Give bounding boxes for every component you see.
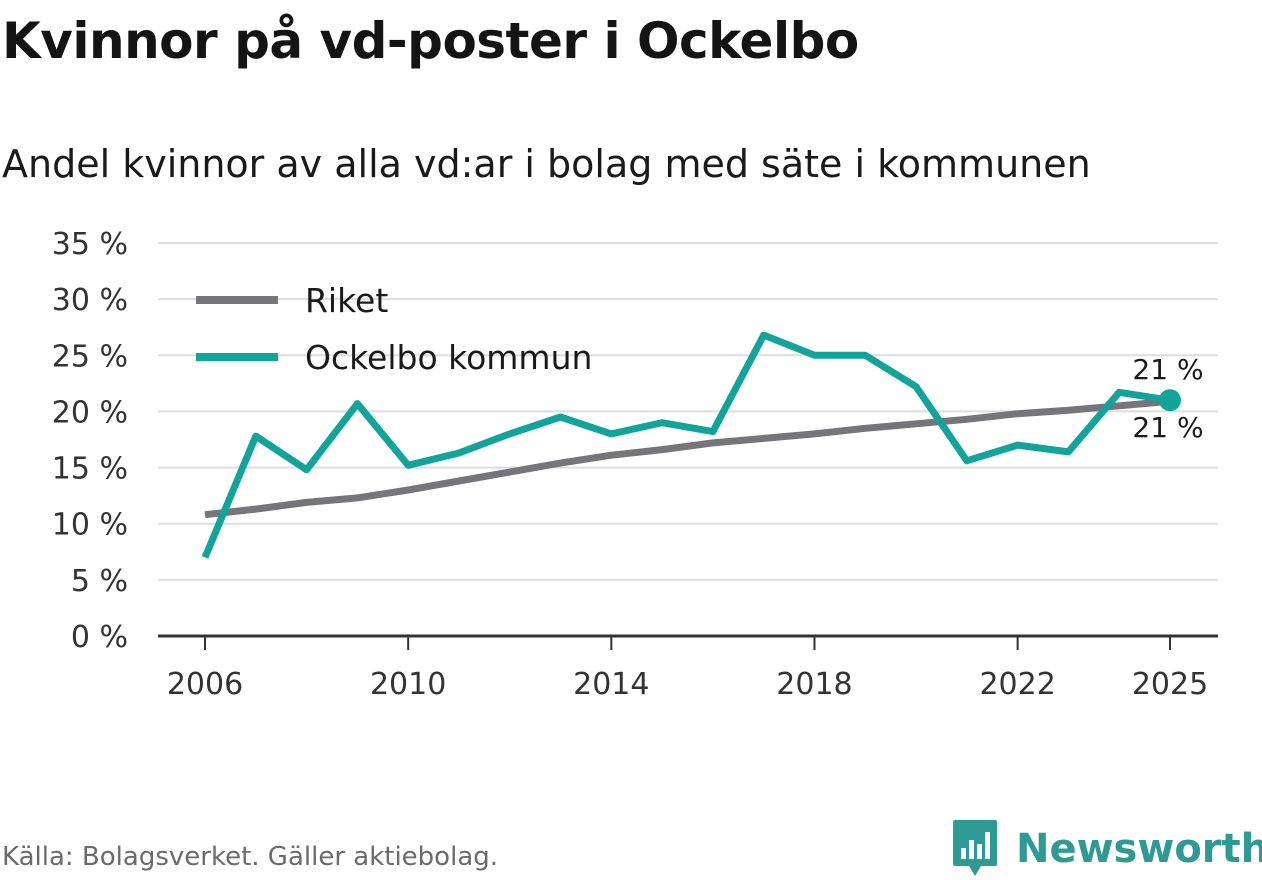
y-axis-ticks: 0 % 5 % 10 % 15 % 20 % 25 % 30 % 35 % [52, 227, 128, 655]
series-line-riket [204, 397, 1171, 519]
x-tick-label: 2025 [1132, 667, 1208, 702]
y-tick-label: 0 % [71, 620, 128, 655]
x-tick-label: 2022 [979, 667, 1055, 702]
y-tick-label: 10 % [52, 508, 128, 543]
source-note: Källa: Bolagsverket. Gäller aktiebolag. [2, 842, 499, 872]
series-lines [201, 331, 1181, 559]
legend-label: Ockelbo kommun [305, 338, 592, 377]
y-tick-label: 35 % [52, 227, 128, 262]
newsworthy-logo-icon [953, 820, 997, 876]
chart-subtitle: Andel kvinnor av alla vd:ar i bolag med … [2, 142, 1091, 186]
end-labels: 21 % 21 % [1132, 353, 1203, 444]
x-tick-label: 2010 [370, 667, 446, 702]
ockelbo-end-label: 21 % [1132, 353, 1203, 386]
brand-logo: Newsworthy [950, 818, 1262, 880]
chart-title: Kvinnor på vd-poster i Ockelbo [2, 12, 859, 70]
x-axis: 2006 2010 2014 2018 2022 2025 [158, 634, 1218, 702]
riket-end-label: 21 % [1132, 411, 1203, 444]
brand-name: Newsworthy [1016, 826, 1262, 872]
x-tick-label: 2018 [776, 667, 852, 702]
x-tick-label: 2014 [573, 667, 649, 702]
ockelbo-end-point [1159, 389, 1181, 412]
y-tick-label: 25 % [52, 339, 128, 374]
series-line-ockelbo [201, 331, 1171, 559]
y-tick-label: 20 % [52, 395, 128, 430]
y-tick-label: 30 % [52, 283, 128, 318]
legend-label: Riket [305, 281, 388, 320]
y-tick-label: 5 % [71, 564, 128, 599]
legend: Riket Ockelbo kommun [196, 281, 592, 377]
y-tick-label: 15 % [52, 452, 128, 487]
x-tick-label: 2006 [167, 667, 243, 702]
